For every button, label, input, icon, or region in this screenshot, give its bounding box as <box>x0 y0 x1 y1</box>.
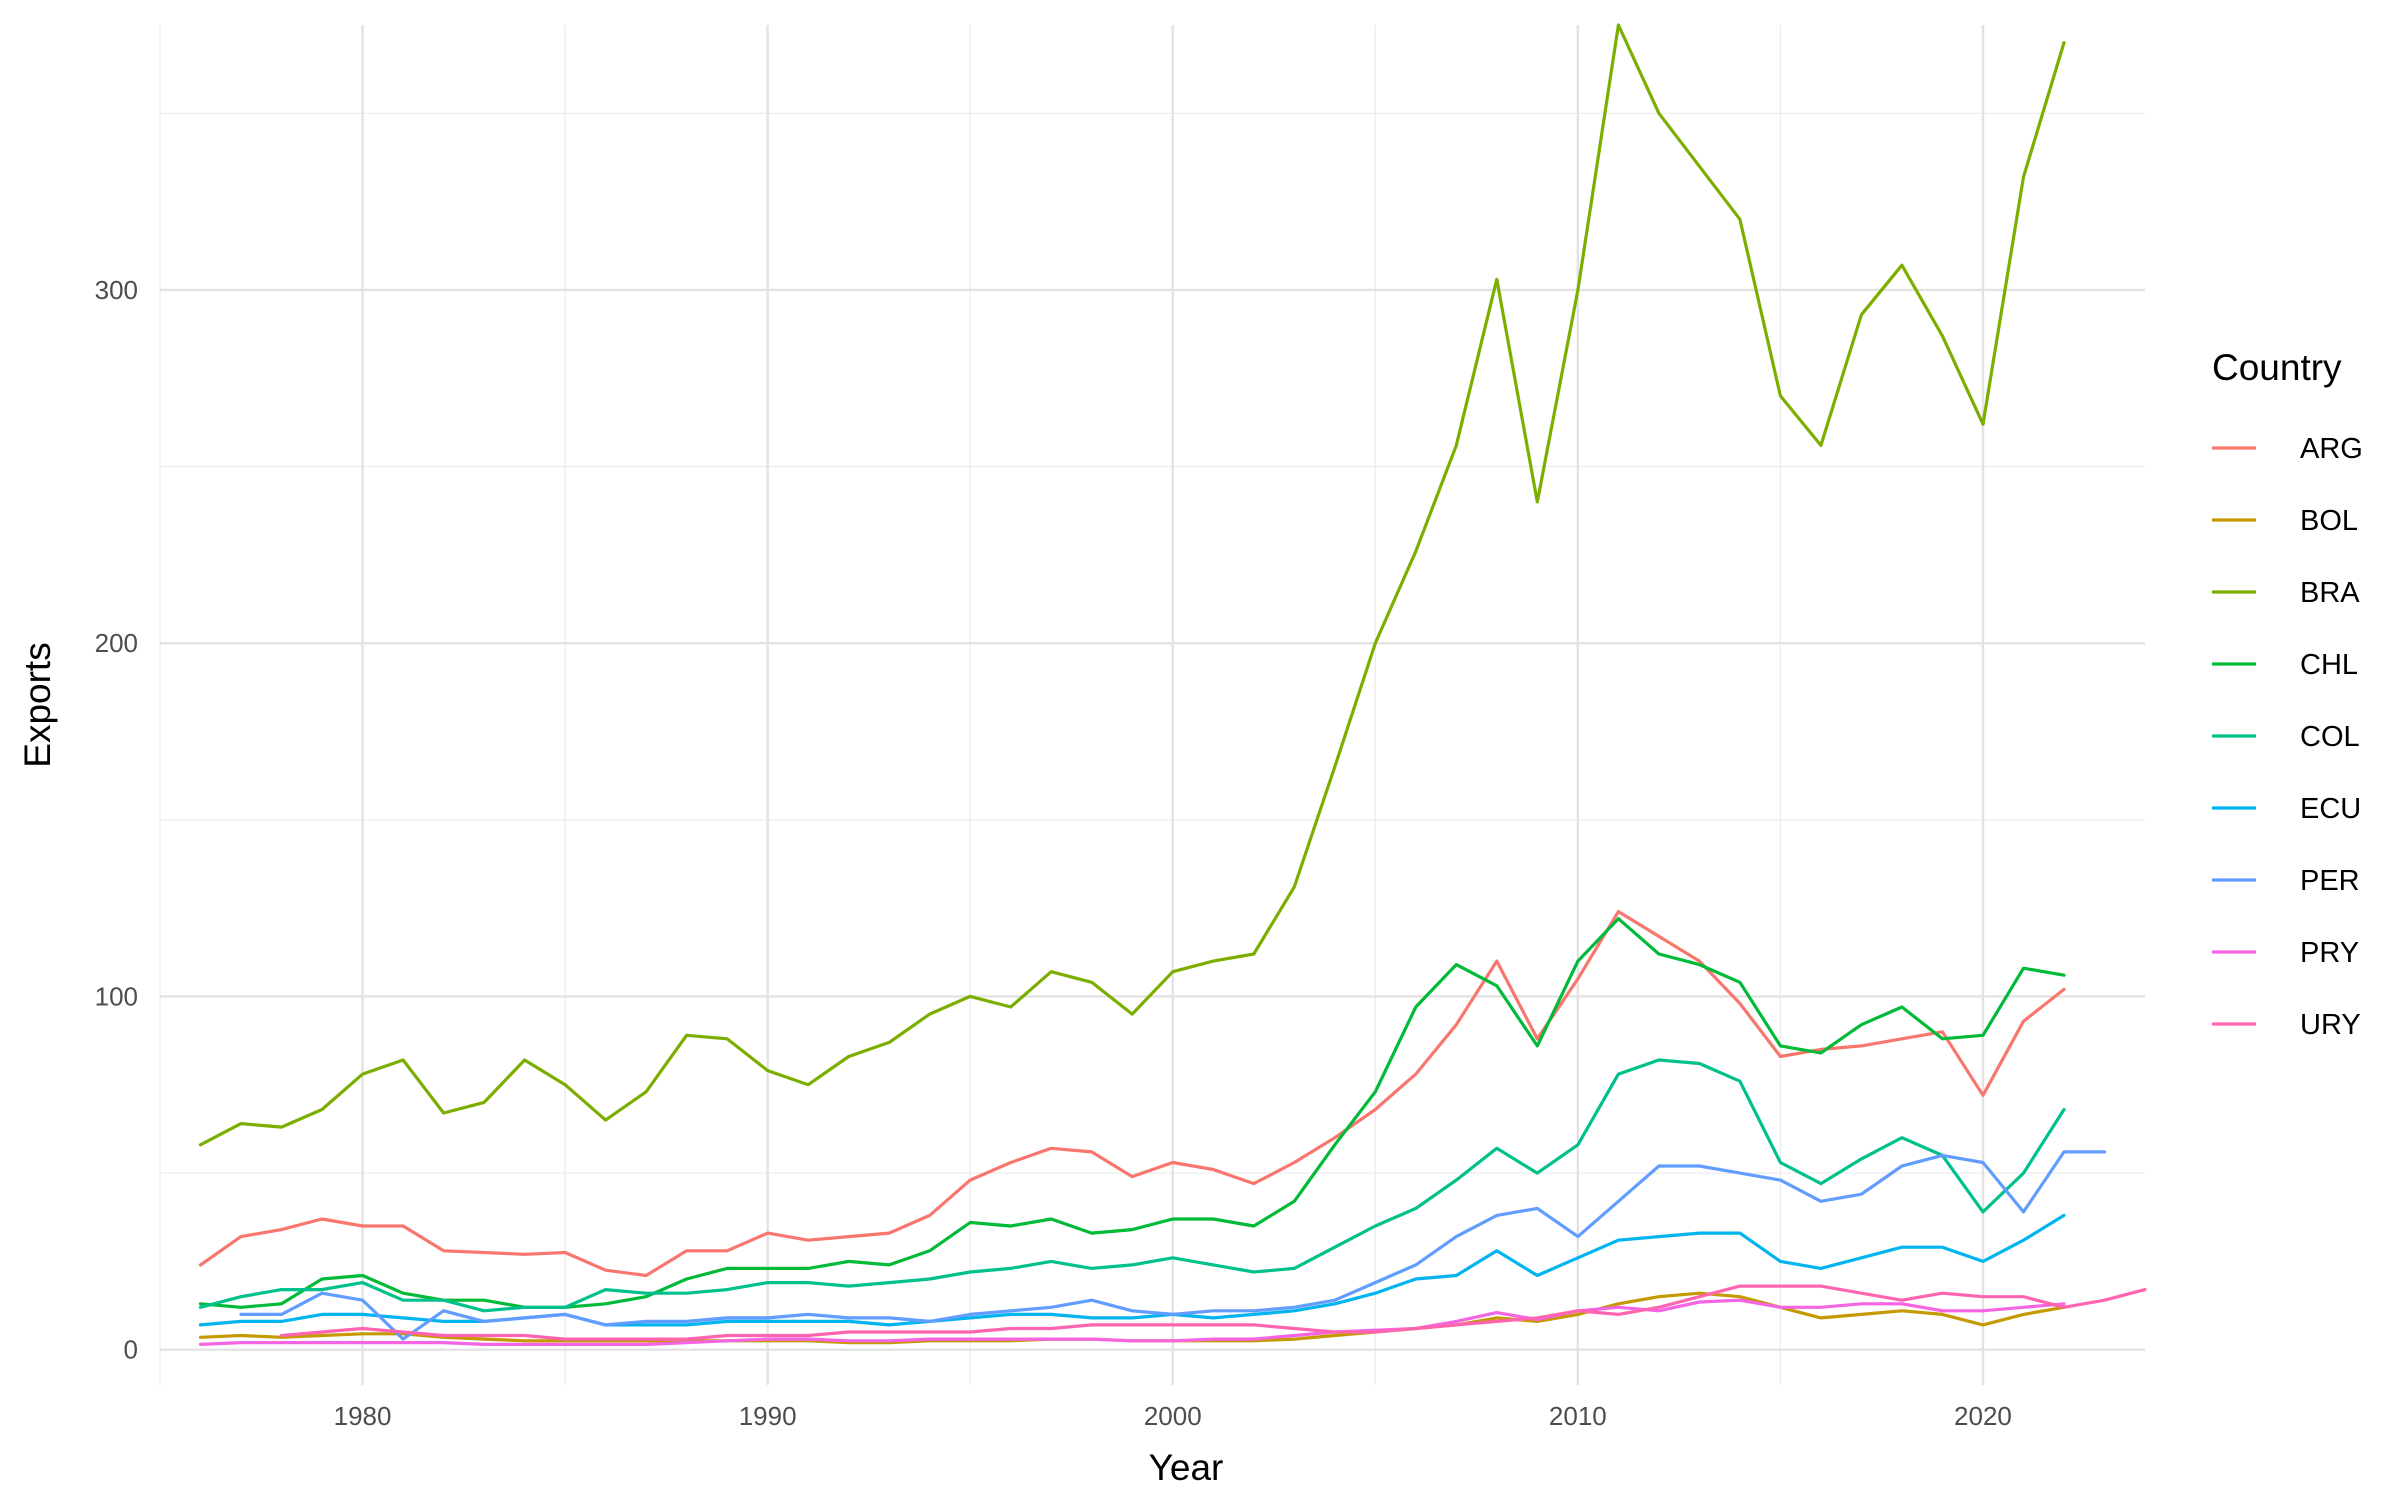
legend: Country ARG BOL BRA CHL COL ECU PER PRY URY <box>2212 347 2363 1041</box>
x-axis-title: Year <box>1149 1447 1224 1488</box>
legend-label-arg: ARG <box>2300 433 2363 465</box>
x-tick-label: 2010 <box>1549 1401 1607 1431</box>
series-line-arg <box>198 909 2066 1278</box>
x-tick-label: 2020 <box>1954 1401 2012 1431</box>
legend-label-ecu: ECU <box>2300 793 2361 825</box>
legend-label-ury: URY <box>2300 1009 2361 1041</box>
legend-label-chl: CHL <box>2300 649 2358 681</box>
legend-label-pry: PRY <box>2300 937 2359 969</box>
legend-title: Country <box>2212 347 2342 388</box>
y-axis-title: Exports <box>17 642 58 767</box>
series-line-ury <box>279 1284 2147 1341</box>
x-tick-label: 2000 <box>1144 1401 1202 1431</box>
y-tick-label: 100 <box>95 981 138 1011</box>
grid-layer <box>159 25 2145 1385</box>
legend-label-bol: BOL <box>2300 505 2358 537</box>
axis-layer: 1980 1990 2000 2010 2020 0 100 200 300 <box>95 275 2012 1431</box>
y-tick-label: 0 <box>124 1335 138 1365</box>
x-tick-label: 1990 <box>739 1401 797 1431</box>
series-line-pry <box>198 1298 2066 1347</box>
y-tick-label: 200 <box>95 628 138 658</box>
series-line-chl <box>198 917 2066 1309</box>
legend-label-col: COL <box>2300 721 2360 753</box>
y-tick-label: 300 <box>95 275 138 305</box>
series-line-bra <box>198 23 2066 1147</box>
series-line-col <box>198 1058 2066 1313</box>
legend-label-per: PER <box>2300 865 2360 897</box>
legend-label-bra: BRA <box>2300 577 2360 609</box>
series-layer <box>198 23 2147 1347</box>
x-tick-label: 1980 <box>334 1401 392 1431</box>
series-line-per <box>239 1150 2107 1341</box>
